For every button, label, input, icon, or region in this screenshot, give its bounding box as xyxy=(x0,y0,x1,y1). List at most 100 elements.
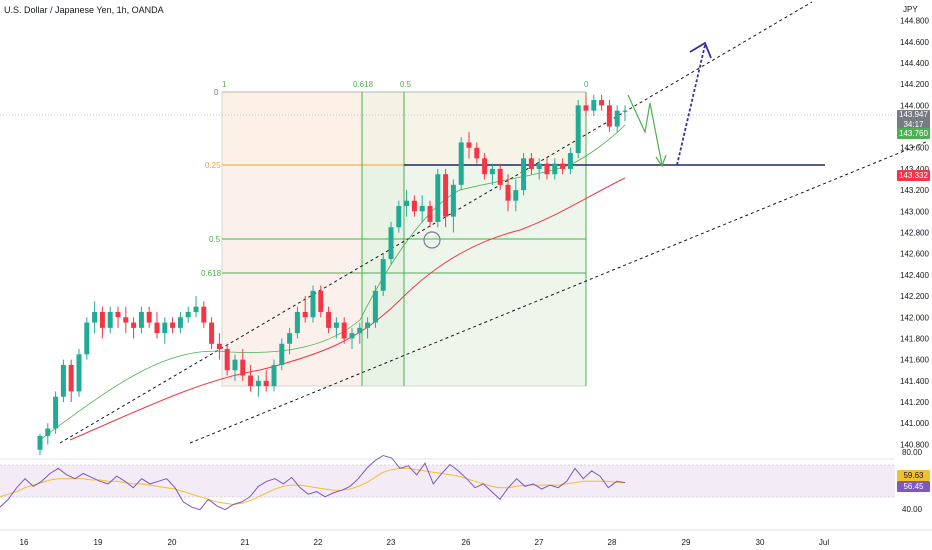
candle-body[interactable] xyxy=(396,206,402,228)
candle-body[interactable] xyxy=(357,327,363,334)
candle-body[interactable] xyxy=(466,142,472,148)
candle-body[interactable] xyxy=(240,359,246,376)
candle-body[interactable] xyxy=(115,311,121,318)
candle-body[interactable] xyxy=(528,158,534,169)
candle-body[interactable] xyxy=(404,200,410,207)
candle-body[interactable] xyxy=(349,333,355,339)
candle-body[interactable] xyxy=(294,311,300,334)
price-axis[interactable]: 144.800144.600144.400144.200144.000143.8… xyxy=(900,17,929,450)
candle-body[interactable] xyxy=(333,322,339,328)
candle-body[interactable] xyxy=(513,190,519,201)
candle-body[interactable] xyxy=(287,333,293,344)
candle-body[interactable] xyxy=(435,174,441,222)
candle-body[interactable] xyxy=(232,359,238,371)
candle-body[interactable] xyxy=(92,311,98,323)
projection-blue-line[interactable] xyxy=(676,44,706,166)
candle-body[interactable] xyxy=(474,147,480,159)
candle-body[interactable] xyxy=(497,168,503,185)
candle-body[interactable] xyxy=(575,105,581,154)
candle-body[interactable] xyxy=(45,428,51,436)
candle-body[interactable] xyxy=(60,364,66,397)
price-tick: 141.200 xyxy=(900,398,929,407)
candle-body[interactable] xyxy=(380,258,386,291)
candle-body[interactable] xyxy=(271,364,277,387)
candle-body[interactable] xyxy=(53,396,59,429)
projection-green-path[interactable] xyxy=(627,94,663,166)
candle-body[interactable] xyxy=(68,364,74,392)
candle-body[interactable] xyxy=(567,153,573,169)
candle-body[interactable] xyxy=(209,322,215,344)
candle-body[interactable] xyxy=(458,142,464,185)
candle-body[interactable] xyxy=(552,163,558,175)
candle-body[interactable] xyxy=(536,163,542,169)
chart-title: U.S. Dollar / Japanese Yen, 1h, OANDA xyxy=(4,5,164,15)
candle-body[interactable] xyxy=(365,322,371,328)
candle-body[interactable] xyxy=(154,322,160,334)
candle-body[interactable] xyxy=(614,110,620,127)
candle-body[interactable] xyxy=(505,184,511,201)
candle-body[interactable] xyxy=(84,322,90,355)
candle-body[interactable] xyxy=(37,435,43,450)
candle-body[interactable] xyxy=(216,343,222,350)
trendline-lower[interactable] xyxy=(189,141,927,444)
candle-body[interactable] xyxy=(248,375,254,387)
candle-body[interactable] xyxy=(583,105,589,111)
candle-body[interactable] xyxy=(419,206,425,212)
candle-body[interactable] xyxy=(76,354,82,392)
candle-body[interactable] xyxy=(193,306,199,312)
candle-body[interactable] xyxy=(489,168,495,175)
trendline-upper[interactable] xyxy=(59,1,813,444)
candle-body[interactable] xyxy=(99,311,105,328)
candle-body[interactable] xyxy=(341,322,347,339)
price-tick: 140.800 xyxy=(900,440,929,449)
candle-body[interactable] xyxy=(606,105,612,127)
candle-body[interactable] xyxy=(177,317,183,328)
price-tick: 142.400 xyxy=(900,271,929,280)
candle-body[interactable] xyxy=(170,322,176,328)
candle-body[interactable] xyxy=(255,380,261,387)
candle-body[interactable] xyxy=(443,174,449,217)
time-tick: 22 xyxy=(314,538,323,547)
candle-body[interactable] xyxy=(138,311,144,328)
candle-body[interactable] xyxy=(310,290,316,318)
price-tick: 144.600 xyxy=(900,38,929,47)
candle-body[interactable] xyxy=(591,100,597,111)
candle-body[interactable] xyxy=(326,311,332,328)
price-tick: 143.200 xyxy=(900,186,929,195)
candle-body[interactable] xyxy=(302,311,308,318)
candle-body[interactable] xyxy=(146,311,152,323)
candle-body[interactable] xyxy=(201,306,207,323)
candle-body[interactable] xyxy=(318,290,324,312)
candle-body[interactable] xyxy=(450,184,456,217)
candle-body[interactable] xyxy=(185,311,191,318)
candle-body[interactable] xyxy=(123,317,129,323)
candle-body[interactable] xyxy=(599,100,605,106)
candle-body[interactable] xyxy=(482,158,488,175)
candle-body[interactable] xyxy=(411,200,417,212)
time-tick: 20 xyxy=(168,538,177,547)
low-circle-marker[interactable] xyxy=(423,231,441,249)
price-tick: 144.800 xyxy=(900,17,929,26)
candle-body[interactable] xyxy=(560,163,566,169)
candle-body[interactable] xyxy=(224,349,230,371)
candlestick-series[interactable] xyxy=(37,94,628,455)
candle-body[interactable] xyxy=(427,206,433,222)
candle-body[interactable] xyxy=(372,290,378,323)
candle-body[interactable] xyxy=(622,110,628,112)
rsi-tick-40: 40.00 xyxy=(902,505,923,514)
candle-body[interactable] xyxy=(162,322,168,334)
candle-body[interactable] xyxy=(544,163,550,175)
ma-slow-tag: 143.332 xyxy=(897,170,930,181)
candle-body[interactable] xyxy=(263,380,269,387)
candle-body[interactable] xyxy=(107,311,113,328)
time-axis[interactable]: 16 19 20 21 22 23 26 27 28 29 30 Jul xyxy=(20,538,830,547)
candle-body[interactable] xyxy=(521,158,527,191)
fib-price-label-05: 0.5 xyxy=(209,235,221,244)
candle-body[interactable] xyxy=(388,227,394,259)
projection-green-arrowhead xyxy=(655,154,667,168)
candle-body[interactable] xyxy=(279,343,285,365)
fib-retracement[interactable]: 1 0.618 0.5 0 0 0.25 0.5 0.618 xyxy=(201,80,589,387)
price-tick: 142.000 xyxy=(900,313,929,322)
candle-body[interactable] xyxy=(131,322,137,328)
